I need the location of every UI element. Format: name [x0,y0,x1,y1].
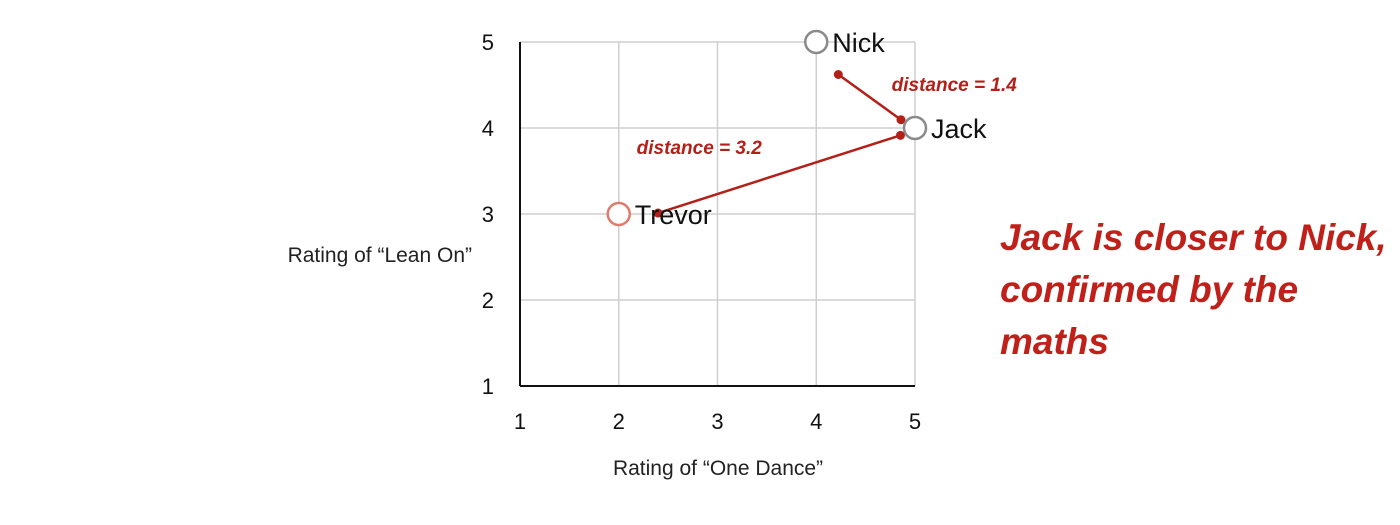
axes [519,42,915,387]
grid [519,41,916,387]
y-tick-label: 4 [482,116,494,141]
x-tick-label: 1 [514,409,526,434]
point-label-trevor: Trevor [635,200,712,230]
data-points: Nick Jack Trevor [606,28,987,230]
distance-line-endpoint [833,69,843,79]
x-tick-label: 2 [613,409,625,434]
data-point-nick [804,29,829,55]
distance-line-endpoint [653,208,663,218]
distance-line [657,134,901,215]
distance-annotations: distance = 1.4 distance = 3.2 [637,69,1018,218]
x-tick-label: 3 [711,409,723,434]
y-tick-label: 5 [482,30,494,55]
y-tick-label: 2 [482,288,494,313]
x-tick-label: 4 [810,409,822,434]
distance-line-endpoint [895,130,905,140]
distance-line [837,73,902,121]
y-tick-labels: 1 2 3 4 5 [482,30,494,399]
conclusion-text: Jack is closer to Nick, confirmed by the… [1000,217,1387,362]
point-label-nick: Nick [832,28,885,58]
point-label-jack: Jack [931,114,987,144]
distance-label: distance = 1.4 [892,75,1018,96]
distance-label: distance = 3.2 [637,138,763,159]
x-axis-title: Rating of “One Dance” [613,457,823,480]
distance-line-endpoint [896,115,906,125]
y-tick-label: 3 [482,202,494,227]
data-point-jack [902,115,928,141]
data-point-trevor [606,201,631,227]
x-tick-label: 5 [909,409,921,434]
x-tick-labels: 1 2 3 4 5 [514,409,921,434]
y-axis-title: Rating of “Lean On” [288,244,472,267]
y-tick-label: 1 [482,374,494,399]
